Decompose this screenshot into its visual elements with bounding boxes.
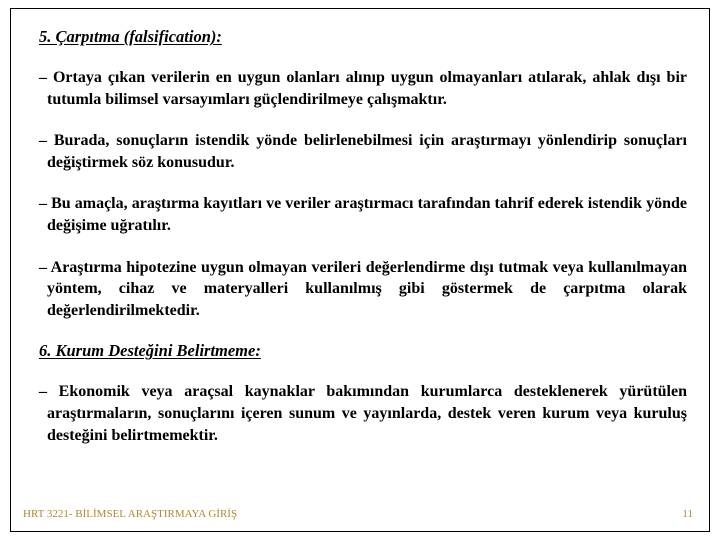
footer-course-code: HRT 3221- BİLİMSEL ARAŞTIRMAYA GİRİŞ bbox=[23, 508, 237, 520]
section5-para4: – Araştırma hipotezine uygun olmayan ver… bbox=[39, 257, 687, 322]
section5-para3: – Bu amaçla, araştırma kayıtları ve veri… bbox=[39, 193, 687, 236]
section5-para2: – Burada, sonuçların istendik yönde beli… bbox=[39, 130, 687, 173]
section5-para1: – Ortaya çıkan verilerin en uygun olanla… bbox=[39, 67, 687, 110]
page-number: 11 bbox=[682, 508, 693, 520]
section5-heading: 5. Çarpıtma (falsification): bbox=[39, 27, 687, 47]
page-frame: 5. Çarpıtma (falsification): – Ortaya çı… bbox=[10, 8, 710, 532]
section6-para1: – Ekonomik veya araçsal kaynaklar bakımı… bbox=[39, 381, 687, 446]
section6-heading: 6. Kurum Desteğini Belirtmeme: bbox=[39, 341, 687, 361]
